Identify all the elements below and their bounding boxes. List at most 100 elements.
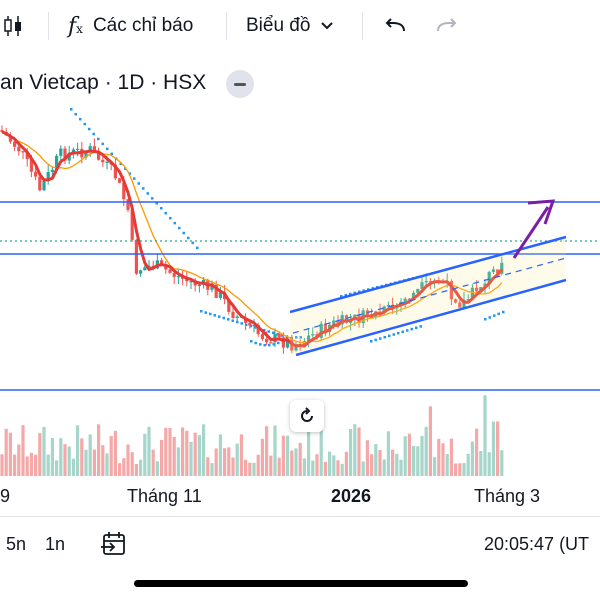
candle-body [176, 276, 180, 278]
volume-bar [63, 444, 67, 476]
sar-dot [397, 331, 400, 335]
volume-bar [340, 463, 344, 476]
volume-bar [155, 461, 159, 476]
candle-body [294, 345, 298, 351]
volume-bar [147, 426, 151, 476]
moving-averages [1, 130, 503, 348]
sar-dot [281, 334, 284, 337]
volume-bar [424, 426, 428, 476]
volume-bar [126, 444, 130, 476]
volume-bar [428, 406, 432, 476]
volume-bar [483, 395, 487, 476]
candle-body [88, 146, 92, 152]
sar-dot [392, 333, 395, 336]
volume-bar [42, 426, 46, 476]
sar-dot [263, 343, 266, 347]
date-range-button[interactable] [100, 530, 128, 558]
candle-body [92, 146, 96, 152]
candle-body [420, 282, 424, 289]
volume-bar [218, 434, 222, 476]
candle-body [76, 148, 80, 151]
interval-1n-button[interactable]: 1n [45, 533, 66, 554]
sar-dot [88, 127, 91, 131]
sar-dot [250, 340, 253, 343]
candle-body [281, 337, 285, 348]
sar-dot [245, 323, 248, 326]
candle-body [193, 281, 197, 286]
sar-dot [379, 337, 382, 340]
chevron-down-icon [321, 22, 334, 30]
volume-bar [500, 450, 504, 476]
volume-bar [176, 447, 180, 476]
sar-dot [493, 314, 496, 317]
volume-bar [336, 460, 340, 476]
chart-type-button[interactable]: Biểu đồ [246, 0, 334, 52]
volume-bar [344, 451, 348, 476]
candles-icon[interactable] [4, 0, 24, 52]
candle-body [126, 199, 130, 210]
candle-body [214, 284, 218, 298]
sar-dot [70, 108, 73, 111]
volume-bar [17, 444, 21, 476]
volume-bar [4, 428, 8, 476]
collapse-legend-button[interactable] [226, 70, 254, 98]
sar-dot [358, 290, 361, 293]
volume-bar [260, 438, 264, 476]
volume-bar [357, 427, 361, 476]
undo-button[interactable] [384, 0, 406, 52]
volume-bar [273, 425, 277, 476]
candle-body [101, 159, 105, 163]
candle-body [8, 135, 12, 142]
candle-body [269, 342, 273, 344]
reset-chart-button[interactable] [290, 400, 324, 432]
candle-body [483, 283, 487, 288]
sar-dot [164, 211, 167, 215]
channel-lower-line [295, 278, 567, 357]
volume-bar [302, 458, 306, 476]
volume-bar [206, 457, 210, 476]
candle-body [143, 267, 147, 271]
volume-bar [223, 448, 227, 476]
indicators-button[interactable]: fx Các chỉ báo [68, 0, 193, 52]
candle-body [139, 270, 143, 274]
candle-body [50, 169, 54, 172]
sar-dot [236, 320, 239, 324]
candle-body [118, 178, 122, 183]
volume-bar [374, 444, 378, 476]
sar-dot [218, 315, 221, 318]
volume-bars [0, 395, 504, 476]
candle-body [84, 151, 88, 158]
volume-bar [134, 463, 138, 476]
candle-body [25, 151, 29, 160]
sar-dot [151, 197, 154, 200]
candle-body [231, 311, 235, 319]
volume-bar [491, 421, 495, 476]
sar-dot [110, 152, 113, 156]
chart-type-label: Biểu đồ [246, 15, 311, 36]
volume-bar [122, 458, 126, 476]
candle-body [63, 148, 67, 161]
candle-body [248, 322, 252, 326]
volume-bar [46, 454, 50, 476]
candle-body [454, 299, 458, 303]
candle-body [147, 265, 151, 268]
volume-bar [420, 435, 424, 476]
sar-dot [277, 341, 280, 345]
volume-bar [109, 436, 113, 476]
price-chart[interactable] [0, 100, 600, 478]
candle-body [466, 299, 470, 301]
volume-bar [29, 452, 33, 476]
candle-body [344, 315, 348, 323]
volume-bar [34, 454, 38, 476]
sar-dot [213, 314, 216, 317]
volume-bar [13, 454, 17, 476]
candle-body [160, 260, 164, 264]
volume-bar [235, 443, 239, 476]
volume-bar [118, 463, 122, 476]
sar-dot [128, 172, 131, 175]
redo-button[interactable] [436, 0, 458, 52]
candle-body [428, 281, 432, 283]
candle-body [42, 180, 46, 191]
volume-bar [332, 455, 336, 476]
interval-5n-button[interactable]: 5n [6, 533, 27, 554]
